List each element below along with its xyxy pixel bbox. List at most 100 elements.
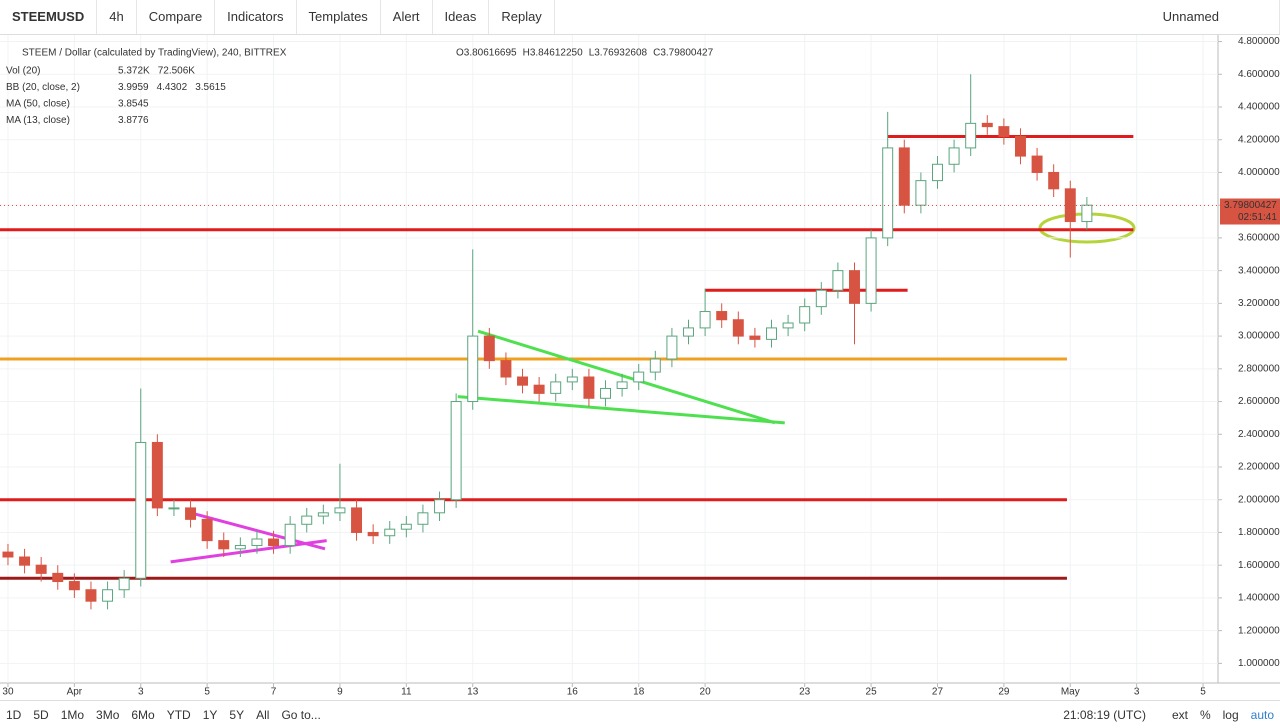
range-button[interactable]: 6Mo bbox=[131, 707, 155, 722]
indicator-value: 72.506K bbox=[158, 66, 196, 77]
interval[interactable]: 4h bbox=[97, 0, 137, 34]
candle-body bbox=[583, 376, 595, 399]
chart-title: STEEM / Dollar (calculated by TradingVie… bbox=[22, 48, 287, 59]
x-tick-label: May bbox=[1061, 687, 1080, 698]
candle-body bbox=[832, 270, 844, 291]
candle-body bbox=[882, 147, 894, 239]
tool[interactable]: Templates bbox=[297, 0, 381, 34]
ohlc-value: O3.80616695 bbox=[456, 48, 517, 59]
range-button[interactable]: All bbox=[256, 707, 270, 722]
range-button[interactable]: 1Y bbox=[202, 707, 218, 722]
tool[interactable]: Ideas bbox=[433, 0, 490, 34]
candle-body bbox=[1031, 155, 1043, 173]
y-tick-label: 2.60000000 bbox=[1238, 396, 1280, 407]
symbol[interactable]: STEEMUSD bbox=[0, 0, 98, 34]
y-tick-label: 3.20000000 bbox=[1238, 298, 1280, 309]
candle-body bbox=[168, 507, 180, 510]
candle-body bbox=[151, 441, 163, 509]
indicator-value: 5.372K bbox=[118, 66, 150, 77]
candle-body bbox=[218, 540, 230, 550]
candle-body bbox=[234, 545, 246, 550]
ohlc-value: C3.79800427 bbox=[653, 48, 713, 59]
candle-body bbox=[732, 319, 744, 337]
range-button[interactable]: 5Y bbox=[229, 707, 245, 722]
x-tick-label: 7 bbox=[271, 687, 277, 698]
axis-option[interactable]: auto bbox=[1250, 707, 1274, 722]
x-tick-label: 30 bbox=[2, 687, 14, 698]
x-tick-label: 3 bbox=[138, 687, 144, 698]
y-tick-label: 2.00000000 bbox=[1238, 494, 1280, 505]
candle-body bbox=[85, 589, 97, 602]
range-button[interactable]: 1Mo bbox=[60, 707, 85, 722]
x-tick-label: 16 bbox=[567, 687, 579, 698]
candle-body bbox=[932, 163, 943, 182]
y-tick-label: 4.40000000 bbox=[1238, 102, 1280, 113]
candle-body bbox=[251, 538, 263, 547]
candle-body bbox=[135, 441, 147, 579]
grid bbox=[0, 35, 1218, 683]
y-tick-label: 1.60000000 bbox=[1238, 560, 1280, 571]
indicator-value: 3.9959 bbox=[118, 82, 149, 93]
tool[interactable]: Compare bbox=[137, 0, 216, 34]
candle-body bbox=[566, 376, 578, 383]
axis-option[interactable]: log bbox=[1222, 707, 1239, 722]
candle-body bbox=[981, 122, 993, 128]
goto-button[interactable]: Go to... bbox=[281, 707, 321, 722]
x-tick-label: 25 bbox=[866, 687, 878, 698]
footer: 1D 5D 1Mo 3Mo 6Mo YTD 1Y 5Y All Go to... 21:08:19 … bbox=[0, 700, 1280, 728]
y-tick-label: 4.60000000 bbox=[1238, 69, 1280, 80]
y-tick-label: 2.40000000 bbox=[1238, 429, 1280, 440]
candle-body bbox=[865, 237, 877, 304]
y-tick-label: 3.00000000 bbox=[1238, 331, 1280, 342]
countdown-label: 02:51:41 bbox=[1238, 212, 1277, 223]
x-tick-label: 23 bbox=[799, 687, 811, 698]
x-tick-label: 27 bbox=[932, 687, 944, 698]
candle-body bbox=[666, 335, 678, 360]
layout-name[interactable]: Unnamed bbox=[1151, 0, 1280, 34]
indicator-value: 3.8545 bbox=[118, 99, 149, 110]
candle-body bbox=[948, 147, 960, 165]
trend-line bbox=[170, 539, 327, 564]
candle-body bbox=[400, 523, 412, 530]
candle-body bbox=[1014, 135, 1026, 157]
last-price-label: 3.79800427 bbox=[1224, 200, 1277, 211]
candle-body bbox=[533, 384, 545, 394]
candle-body bbox=[600, 387, 611, 399]
x-tick-label: 13 bbox=[467, 687, 479, 698]
indicator-name: BB (20, close, 2) bbox=[6, 82, 80, 93]
candle-body bbox=[268, 538, 280, 547]
candle-body bbox=[550, 381, 562, 394]
range-button[interactable]: 5D bbox=[33, 707, 49, 722]
candle-body bbox=[616, 381, 628, 389]
y-tick-label: 2.80000000 bbox=[1238, 363, 1280, 374]
candle-body bbox=[52, 572, 64, 583]
axis-option[interactable]: ext bbox=[1171, 707, 1188, 722]
candle-body bbox=[699, 311, 711, 329]
tool[interactable]: Indicators bbox=[215, 0, 297, 34]
candle-body bbox=[19, 556, 31, 566]
candle-body bbox=[517, 376, 529, 386]
x-tick-label: 5 bbox=[204, 687, 210, 698]
y-tick-label: 1.00000000 bbox=[1238, 658, 1280, 669]
range-button[interactable]: 1D bbox=[6, 707, 22, 722]
candle-body bbox=[201, 518, 213, 542]
range-button[interactable]: YTD bbox=[166, 707, 191, 722]
y-tick-label: 4.00000000 bbox=[1238, 167, 1280, 178]
candle-body bbox=[716, 311, 728, 321]
axis-option[interactable]: % bbox=[1199, 707, 1211, 722]
range-button[interactable]: 3Mo bbox=[96, 707, 120, 722]
y-tick-label: 3.60000000 bbox=[1238, 233, 1280, 244]
y-tick-label: 3.40000000 bbox=[1238, 265, 1280, 276]
indicator-name: MA (50, close) bbox=[6, 99, 70, 110]
candle-body bbox=[450, 401, 462, 501]
candle-body bbox=[2, 551, 14, 558]
last-price-box bbox=[1220, 198, 1280, 225]
tool[interactable]: Replay bbox=[489, 0, 555, 34]
clock: 21:08:19 (UTC) bbox=[1063, 707, 1146, 722]
trend-line bbox=[457, 395, 785, 425]
candle-body bbox=[782, 322, 794, 329]
candle-body bbox=[334, 507, 346, 514]
candle-body bbox=[1081, 204, 1093, 223]
tool[interactable]: Alert bbox=[381, 0, 433, 34]
candle-body bbox=[68, 581, 80, 591]
